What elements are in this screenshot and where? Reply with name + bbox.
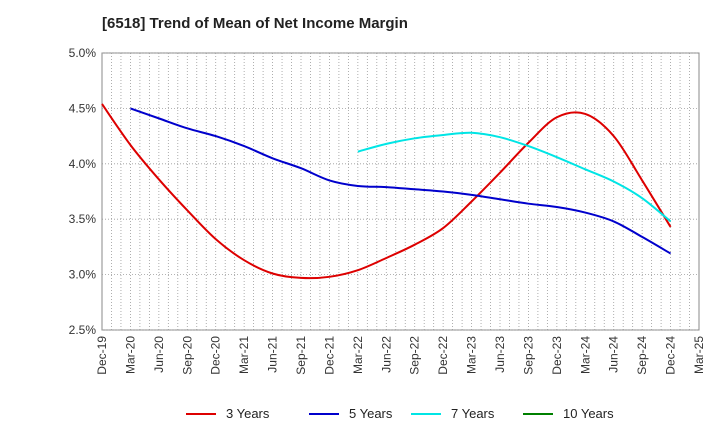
legend-swatch [309, 412, 339, 415]
legend-item: 3 Years [186, 406, 269, 421]
legend-item: 7 Years [411, 406, 494, 421]
x-tick-label: Mar-25 [692, 336, 706, 374]
y-tick-label: 3.5% [69, 212, 97, 226]
legend-label: 10 Years [563, 406, 614, 421]
series-lines [101, 103, 672, 280]
y-tick-label: 4.0% [69, 157, 97, 171]
x-tick-label: Jun-24 [607, 336, 621, 373]
legend-item: 10 Years [523, 406, 614, 421]
x-tick-label: Dec-20 [209, 336, 223, 375]
y-tick-label: 2.5% [69, 323, 97, 337]
legend-label: 5 Years [349, 406, 393, 421]
x-tick-label: Sep-24 [635, 336, 649, 375]
x-tick-label: Dec-22 [436, 336, 450, 375]
legend-swatch [411, 412, 441, 415]
x-tick-label: Dec-19 [95, 336, 109, 375]
x-tick-label: Jun-20 [152, 336, 166, 373]
x-tick-label: Jun-21 [266, 336, 280, 373]
legend-swatch [186, 412, 216, 415]
plot-area [101, 52, 700, 331]
chart-title: [6518] Trend of Mean of Net Income Margi… [102, 15, 408, 32]
x-tick-label: Dec-21 [322, 336, 336, 375]
x-tick-label: Jun-23 [493, 336, 507, 373]
x-tick-label: Mar-22 [351, 336, 365, 374]
x-tick-label: Mar-21 [237, 336, 251, 374]
legend: 3 Years 5 Years 7 Years 10 Years [0, 406, 720, 426]
legend-label: 3 Years [226, 406, 270, 421]
legend-swatch [523, 412, 553, 415]
y-tick-label: 3.0% [69, 268, 97, 282]
y-tick-label: 4.5% [69, 101, 97, 115]
x-tick-label: Sep-23 [521, 336, 535, 375]
x-tick-label: Jun-22 [379, 336, 393, 373]
legend-item: 5 Years [309, 406, 392, 421]
x-tick-label: Mar-23 [465, 336, 479, 374]
x-tick-label: Dec-24 [664, 336, 678, 375]
x-tick-label: Sep-20 [180, 336, 194, 375]
series-line-7-years [357, 131, 672, 223]
x-tick-label: Sep-22 [408, 336, 422, 375]
x-tick-label: Sep-21 [294, 336, 308, 375]
legend-label: 7 Years [451, 406, 495, 421]
x-axis-ticks: Dec-19 Mar-20 Jun-20 Sep-20 Dec-20 Mar-21 Jun-… [95, 336, 706, 375]
y-tick-label: 5.0% [69, 46, 97, 60]
y-axis-ticks: 2.5% 3.0% 3.5% 4.0% 4.5% 5.0% [69, 46, 97, 337]
x-tick-label: Mar-24 [578, 336, 592, 374]
x-tick-label: Dec-23 [550, 336, 564, 375]
series-line-5-years [130, 107, 672, 255]
x-tick-label: Mar-20 [123, 336, 137, 374]
series-line-3-years [101, 103, 672, 280]
